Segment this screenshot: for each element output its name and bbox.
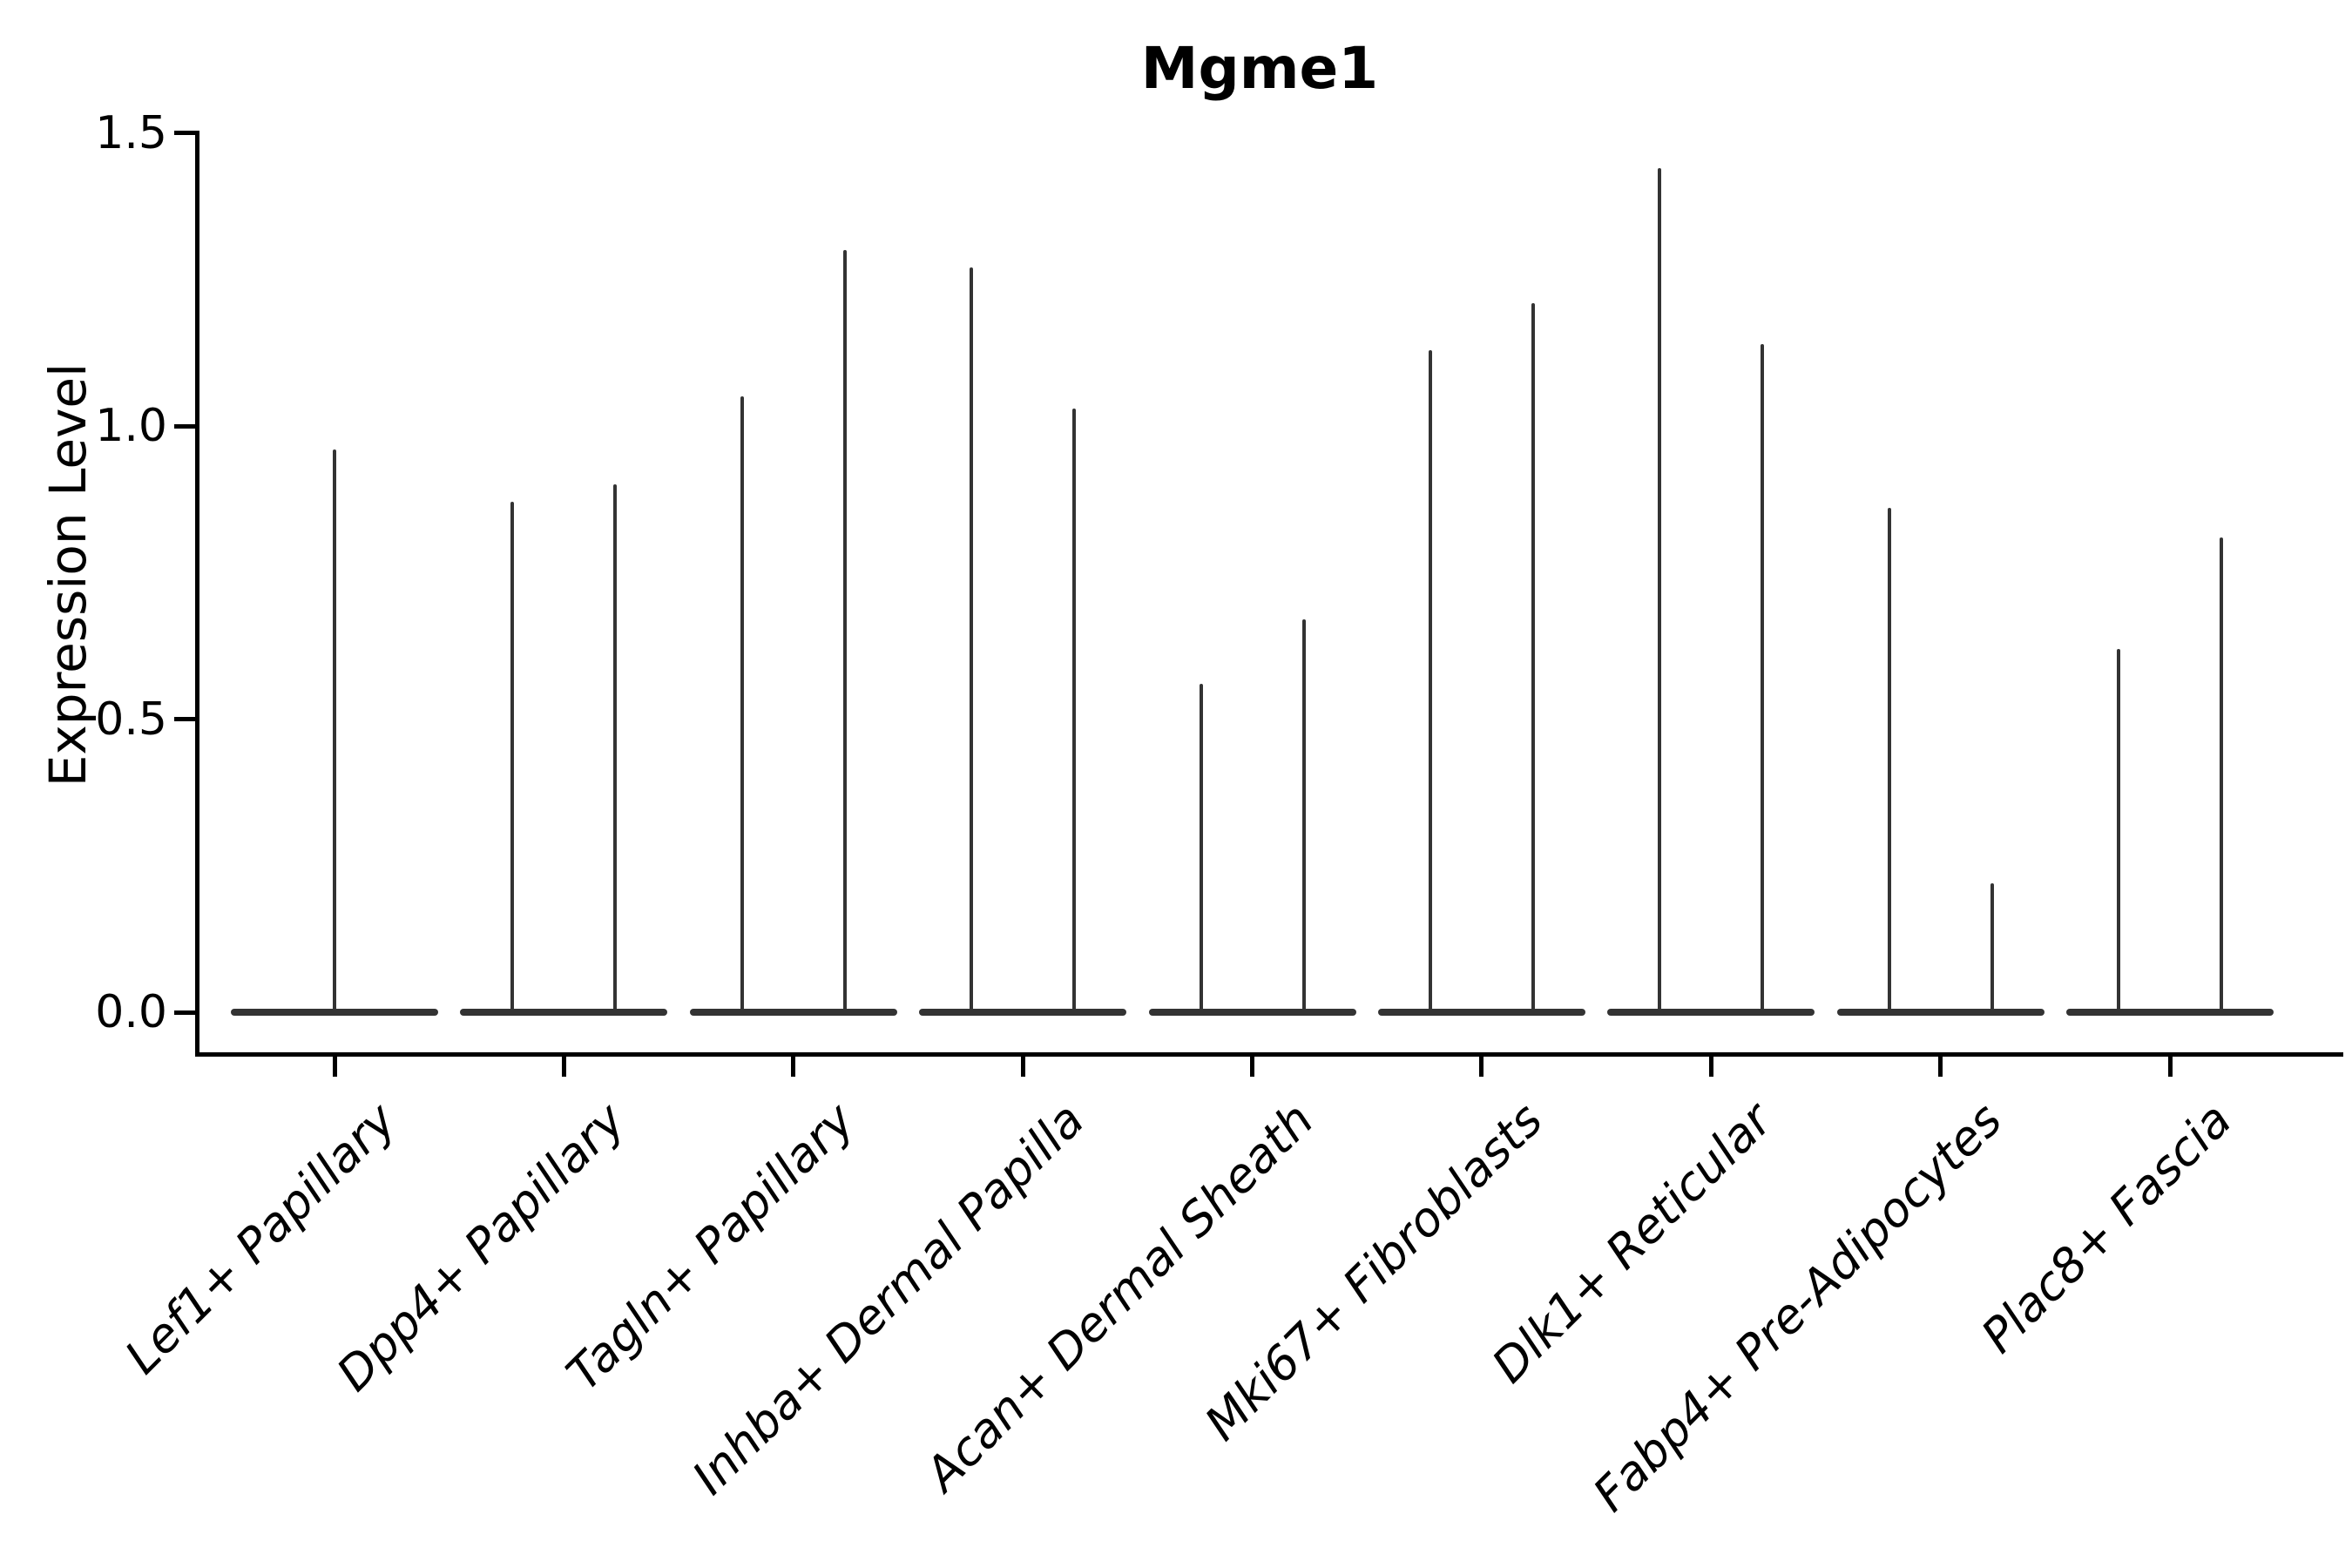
violin-density-spike bbox=[510, 502, 515, 1016]
y-axis-line bbox=[195, 131, 199, 1056]
violin-density-spike bbox=[333, 449, 336, 1016]
violin-zero-baseline bbox=[2066, 1009, 2274, 1016]
x-tick-mark bbox=[1479, 1056, 1484, 1077]
violin-density-spike bbox=[842, 250, 847, 1016]
x-tick-mark bbox=[561, 1056, 566, 1077]
violin-density-spike bbox=[2220, 537, 2223, 1016]
y-axis-label: Expression Level bbox=[38, 362, 98, 787]
violin-density-spike bbox=[1199, 684, 1203, 1016]
x-tick-label: Inhba+ Dermal Papilla bbox=[681, 1092, 1095, 1505]
violin-density-spike bbox=[740, 396, 744, 1016]
violin-density-spike bbox=[1990, 882, 1994, 1016]
violin-density-spike bbox=[970, 267, 974, 1016]
y-tick-mark bbox=[174, 131, 197, 135]
y-tick-label: 0.5 bbox=[95, 693, 167, 746]
x-tick-mark bbox=[2167, 1056, 2173, 1077]
violin-density-spike bbox=[1428, 349, 1432, 1016]
violin-zero-baseline bbox=[1148, 1009, 1356, 1016]
x-axis-line bbox=[195, 1052, 2343, 1057]
x-tick-mark bbox=[791, 1056, 796, 1077]
violin-density-spike bbox=[2117, 648, 2120, 1016]
plot-title: Mgme1 bbox=[1140, 35, 1379, 102]
y-tick-label: 0.0 bbox=[95, 986, 167, 1038]
y-tick-mark bbox=[174, 1010, 197, 1015]
violin-density-spike bbox=[1887, 508, 1891, 1016]
violin-zero-baseline bbox=[919, 1009, 1127, 1016]
y-tick-mark bbox=[174, 717, 197, 721]
violin-zero-baseline bbox=[460, 1009, 668, 1016]
violin-density-spike bbox=[613, 484, 618, 1016]
violin-zero-baseline bbox=[1836, 1009, 2044, 1016]
x-tick-label: Acan+ Dermal Sheath bbox=[915, 1092, 1324, 1502]
y-tick-label: 1.5 bbox=[95, 106, 167, 159]
violin-density-spike bbox=[1301, 619, 1306, 1016]
violin-density-spike bbox=[1531, 302, 1535, 1016]
y-tick-label: 1.0 bbox=[95, 400, 167, 452]
violin-density-spike bbox=[1658, 167, 1662, 1016]
violin-density-spike bbox=[1761, 343, 1765, 1016]
violin-zero-baseline bbox=[1377, 1009, 1585, 1016]
violin-zero-baseline bbox=[689, 1009, 897, 1016]
x-tick-label: Plac8+ Fascia bbox=[1970, 1092, 2242, 1364]
y-tick-mark bbox=[174, 423, 197, 429]
violin-zero-baseline bbox=[1607, 1009, 1815, 1016]
x-tick-mark bbox=[1708, 1056, 1713, 1077]
violin-density-spike bbox=[1072, 408, 1077, 1016]
x-tick-mark bbox=[1938, 1056, 1943, 1077]
x-tick-mark bbox=[332, 1056, 337, 1077]
x-tick-label: Fabp4+ Pre-Adipocytes bbox=[1582, 1092, 2013, 1523]
x-tick-mark bbox=[1020, 1056, 1025, 1077]
x-tick-mark bbox=[1250, 1056, 1254, 1077]
